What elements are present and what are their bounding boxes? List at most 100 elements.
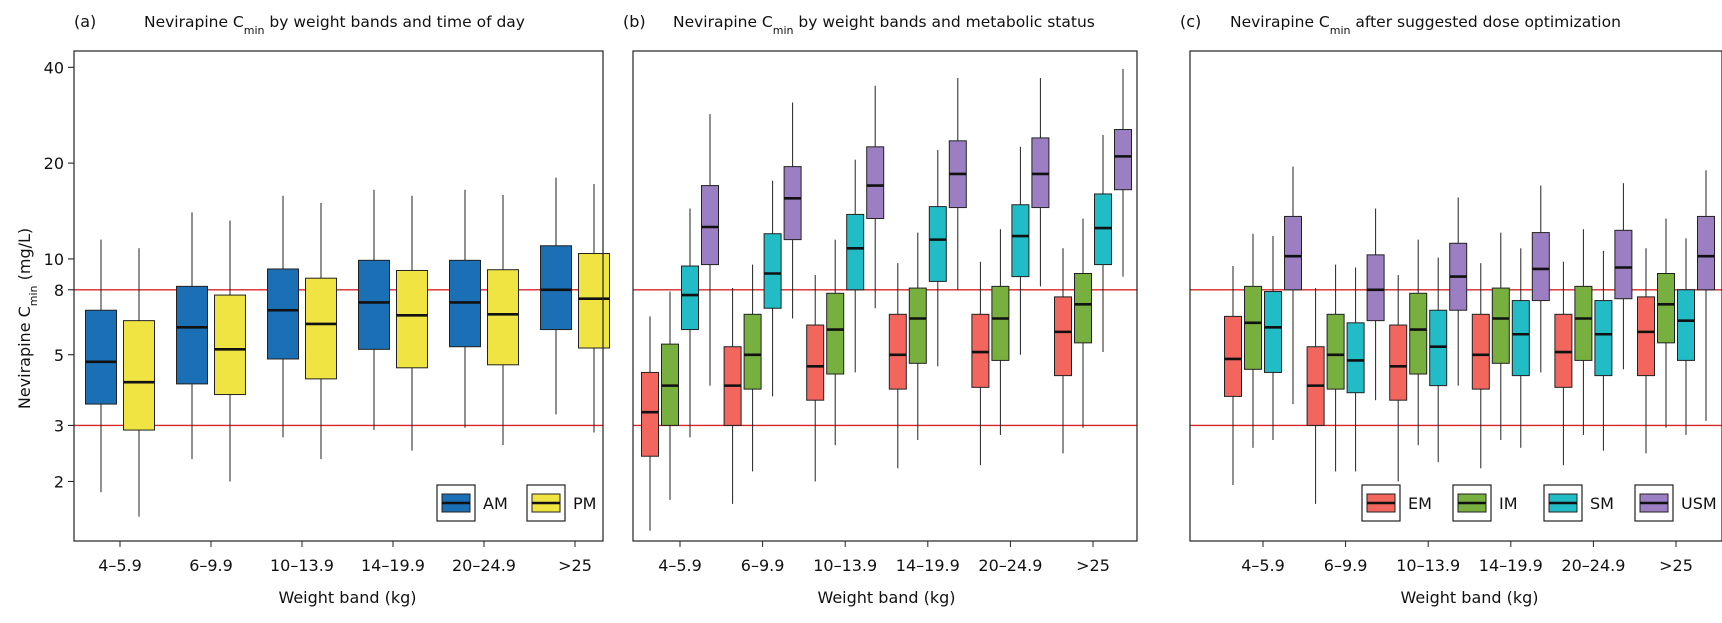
legend-label: USM — [1681, 494, 1717, 513]
box — [866, 146, 885, 219]
box — [641, 371, 659, 457]
box — [1366, 254, 1385, 322]
panel-label: (b) — [623, 12, 646, 31]
legend-item-em: EM — [1361, 484, 1432, 522]
box — [1054, 296, 1072, 377]
box-sm-5 — [1094, 135, 1112, 353]
box — [1491, 287, 1510, 364]
legend-label: PM — [573, 494, 596, 513]
box-em-4 — [971, 261, 990, 466]
legend-label: SM — [1590, 494, 1614, 513]
box — [701, 185, 719, 266]
legend-item-pm: PM — [526, 484, 596, 522]
box-usm-5 — [1114, 69, 1132, 277]
box — [578, 253, 610, 349]
x-tick-label: >25 — [1076, 556, 1110, 575]
box — [540, 245, 572, 331]
box — [783, 166, 802, 241]
box-em-4 — [1554, 261, 1573, 466]
box — [1224, 315, 1242, 397]
x-tick-label: 6–9.9 — [189, 556, 233, 575]
x-tick-label: 6–9.9 — [741, 556, 785, 575]
box-sm-2 — [1429, 257, 1448, 463]
panel-label: (a) — [74, 12, 96, 31]
panel-a: (a) Nevirapine Cmin by weight bands and t… — [73, 12, 610, 607]
box — [358, 259, 390, 350]
panel-title: Nevirapine Cmin after suggested dose opt… — [1230, 13, 1621, 37]
box-am-1 — [176, 212, 208, 460]
box-am-3 — [358, 189, 390, 431]
y-tick-label: 10 — [44, 250, 64, 269]
box-usm-3 — [948, 78, 967, 290]
box — [1326, 313, 1345, 390]
box — [846, 213, 865, 291]
panel-title: Nevirapine Cmin by weight bands and time… — [144, 13, 525, 37]
box — [991, 285, 1010, 361]
box — [1346, 322, 1365, 394]
box-sm-4 — [1011, 146, 1030, 355]
y-tick-label: 3 — [54, 416, 64, 435]
y-tick-label: 40 — [44, 58, 64, 77]
box-im-5 — [1074, 218, 1092, 428]
y-tick-label: 2 — [54, 472, 64, 491]
box — [396, 269, 428, 369]
box — [888, 313, 907, 390]
box — [806, 324, 825, 401]
legend-label: IM — [1499, 494, 1518, 513]
box-usm-4 — [1031, 78, 1050, 287]
legend-item-im: IM — [1452, 484, 1518, 522]
box — [1574, 285, 1593, 361]
box — [214, 294, 246, 396]
box-im-5 — [1657, 218, 1675, 428]
panel-c: (c) Nevirapine Cmin after suggested dose … — [1180, 12, 1722, 607]
box — [1511, 300, 1530, 377]
box-sm-5 — [1677, 238, 1695, 435]
box-pm-4 — [487, 194, 519, 446]
box — [763, 233, 782, 309]
x-tick-label: 14–19.9 — [361, 556, 425, 575]
x-tick-label: 4–5.9 — [1241, 556, 1285, 575]
box — [1471, 313, 1490, 390]
plot-frame — [73, 50, 604, 542]
box-em-5 — [1054, 248, 1072, 454]
box-sm-1 — [1346, 267, 1365, 472]
box-em-5 — [1637, 248, 1655, 454]
x-axis-label: Weight band (kg) — [1400, 588, 1538, 607]
box — [1531, 232, 1550, 302]
box-em-3 — [1471, 263, 1490, 469]
box — [1074, 273, 1092, 344]
box-sm-3 — [1511, 248, 1530, 448]
box — [1264, 291, 1282, 373]
y-axis-label: Nevirapine Cmin (mg/L) — [15, 228, 40, 409]
x-tick-label: >25 — [558, 556, 592, 575]
box-im-2 — [1409, 239, 1428, 446]
box-am-5 — [540, 177, 572, 415]
box-sm-0 — [681, 208, 699, 438]
box-sm-0 — [1264, 236, 1282, 440]
box-usm-0 — [1284, 166, 1302, 405]
box — [908, 287, 927, 364]
box-im-1 — [1326, 264, 1345, 472]
box-im-3 — [1491, 232, 1510, 440]
box — [1409, 292, 1428, 375]
box — [928, 206, 947, 282]
box-em-1 — [1306, 288, 1325, 504]
box — [681, 265, 699, 331]
box — [1677, 289, 1695, 361]
box-usm-5 — [1697, 170, 1715, 421]
box-usm-0 — [701, 114, 719, 386]
box-usm-4 — [1614, 183, 1633, 370]
box-im-4 — [1574, 229, 1593, 435]
x-tick-label: 14–19.9 — [1479, 556, 1543, 575]
box-im-1 — [743, 264, 762, 472]
box — [1389, 324, 1408, 401]
box — [1011, 204, 1030, 278]
x-tick-label: 10–13.9 — [813, 556, 877, 575]
box-im-3 — [908, 232, 927, 440]
box-em-1 — [723, 288, 742, 504]
box-im-0 — [661, 291, 679, 500]
box-em-0 — [1224, 266, 1242, 485]
box-sm-2 — [846, 159, 865, 373]
box — [1284, 215, 1302, 291]
